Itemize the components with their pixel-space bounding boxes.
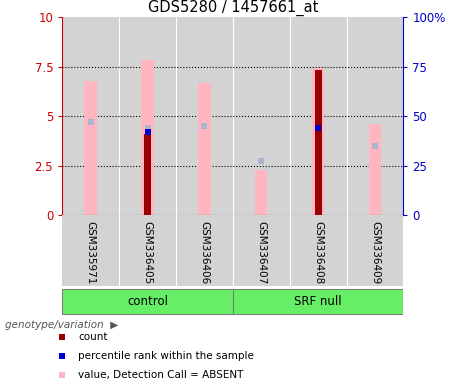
Bar <box>290 17 347 215</box>
Text: GSM336405: GSM336405 <box>142 221 153 284</box>
Bar <box>198 83 211 215</box>
Text: GSM336408: GSM336408 <box>313 221 323 284</box>
Text: GSM336406: GSM336406 <box>199 221 209 284</box>
Text: control: control <box>127 295 168 308</box>
Bar <box>176 17 233 215</box>
Bar <box>255 170 267 215</box>
Bar <box>312 68 325 215</box>
Bar <box>84 81 97 215</box>
Title: GDS5280 / 1457661_at: GDS5280 / 1457661_at <box>148 0 318 16</box>
Bar <box>62 288 233 314</box>
Bar <box>119 17 176 215</box>
Bar <box>62 17 119 215</box>
Bar <box>144 134 151 215</box>
Text: percentile rank within the sample: percentile rank within the sample <box>78 351 254 361</box>
Bar <box>141 60 154 215</box>
Text: GSM336409: GSM336409 <box>370 221 380 284</box>
Text: count: count <box>78 332 108 342</box>
Bar <box>347 17 403 215</box>
Text: GSM335971: GSM335971 <box>86 221 96 284</box>
Bar <box>233 17 290 215</box>
Text: value, Detection Call = ABSENT: value, Detection Call = ABSENT <box>78 369 244 380</box>
Text: SRF null: SRF null <box>294 295 342 308</box>
Bar <box>315 70 321 215</box>
Text: GSM336407: GSM336407 <box>256 221 266 284</box>
Bar <box>233 288 403 314</box>
Text: genotype/variation  ▶: genotype/variation ▶ <box>5 320 118 330</box>
Bar <box>369 124 381 215</box>
